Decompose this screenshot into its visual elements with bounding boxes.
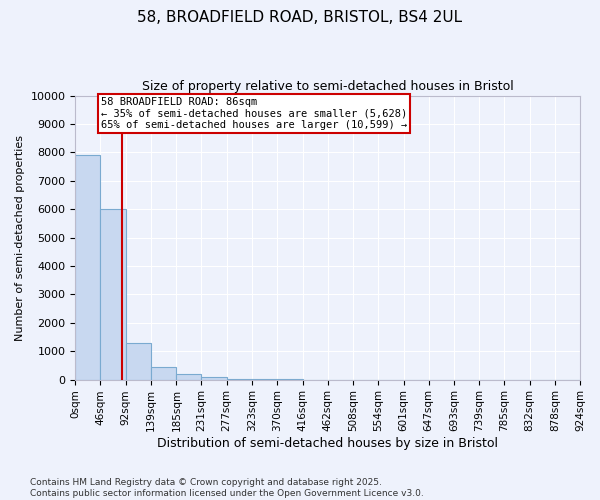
Bar: [151, 367, 176, 380]
Text: 58, BROADFIELD ROAD, BRISTOL, BS4 2UL: 58, BROADFIELD ROAD, BRISTOL, BS4 2UL: [137, 10, 463, 25]
Bar: [100, 209, 125, 380]
Bar: [176, 374, 202, 380]
Y-axis label: Number of semi-detached properties: Number of semi-detached properties: [15, 134, 25, 340]
Bar: [227, 378, 252, 380]
X-axis label: Distribution of semi-detached houses by size in Bristol: Distribution of semi-detached houses by …: [157, 437, 498, 450]
Title: Size of property relative to semi-detached houses in Bristol: Size of property relative to semi-detach…: [142, 80, 514, 93]
Bar: [125, 342, 151, 380]
Text: Contains HM Land Registry data © Crown copyright and database right 2025.
Contai: Contains HM Land Registry data © Crown c…: [30, 478, 424, 498]
Bar: [75, 155, 100, 380]
Text: 58 BROADFIELD ROAD: 86sqm
← 35% of semi-detached houses are smaller (5,628)
65% : 58 BROADFIELD ROAD: 86sqm ← 35% of semi-…: [101, 97, 407, 130]
Bar: [202, 378, 227, 380]
